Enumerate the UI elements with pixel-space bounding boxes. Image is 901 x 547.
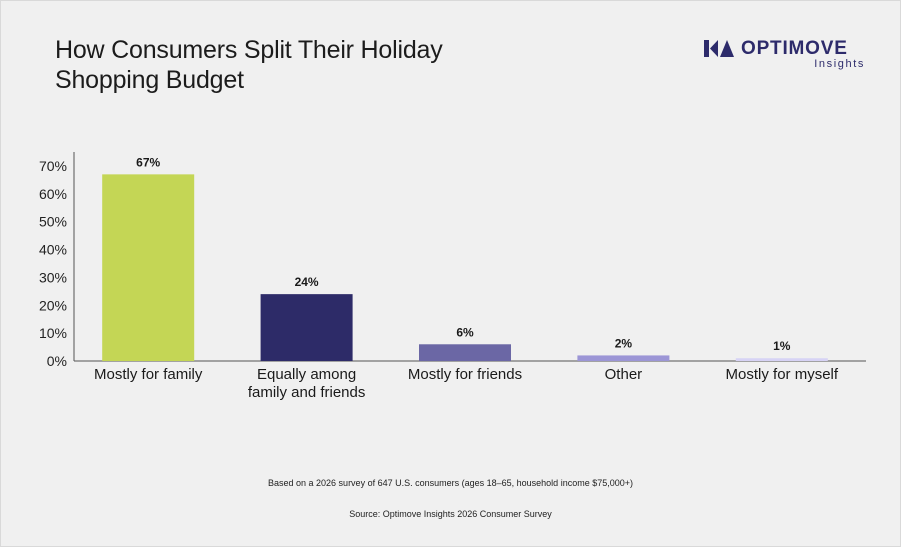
y-tick-label: 60% [39,186,67,202]
bar-data-label: 1% [773,339,791,353]
x-category-label: Other [605,366,643,383]
y-tick-label: 50% [39,214,67,230]
bar-data-label: 24% [295,275,319,289]
x-category-label: Equally among [257,366,356,383]
y-tick-label: 10% [39,325,67,341]
x-category-label: Mostly for family [94,366,203,383]
chart-title: How Consumers Split Their Holiday Shoppi… [55,35,535,95]
survey-note: Based on a 2026 survey of 647 U.S. consu… [268,478,633,488]
source-note: Source: Optimove Insights 2026 Consumer … [349,509,552,519]
y-tick-label: 40% [39,242,67,258]
optimove-logo-icon [704,40,734,57]
bar [419,344,511,361]
bar [577,355,670,361]
chart-title-line-1: How Consumers Split Their Holiday [55,36,443,64]
x-category-label: Mostly for myself [726,366,839,383]
y-tick-label: 70% [39,158,67,174]
chart-title-line-2: Shopping Budget [55,66,244,94]
y-tick-label: 20% [39,297,67,313]
x-category-label: Mostly for friends [408,366,522,383]
bar [260,294,353,361]
y-tick-label: 0% [47,353,67,369]
brand-subtitle: Insights [814,58,865,70]
bar [102,174,195,361]
y-tick-label: 30% [39,269,67,285]
bar-data-label: 6% [456,325,474,339]
x-category-label: family and friends [248,384,366,401]
brand-name: OPTIMOVE [741,38,848,59]
bar [735,358,828,361]
brand-logo: OPTIMOVE Insights [704,38,869,72]
bar-data-label: 2% [615,336,633,350]
bar-data-label: 67% [136,155,160,169]
